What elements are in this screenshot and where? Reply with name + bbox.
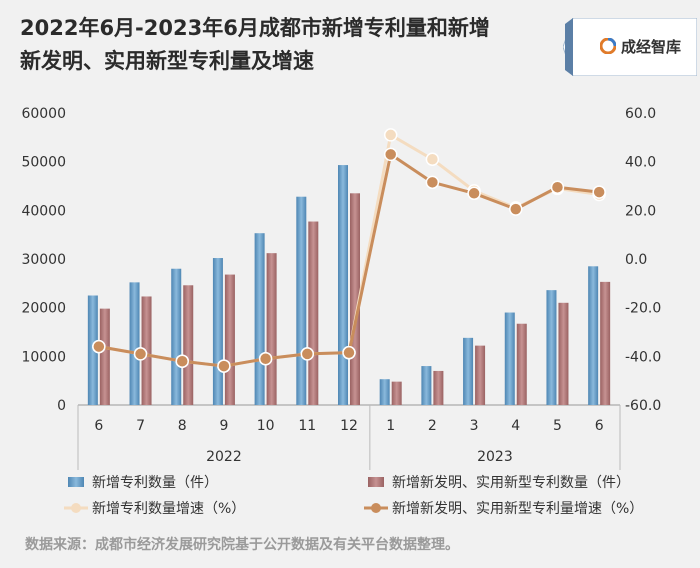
logo-badge — [563, 18, 697, 76]
left-axis-tick-label: 20000 — [21, 301, 66, 317]
bar-new-patents — [87, 295, 98, 405]
point-new-invention-utility-growth — [133, 347, 148, 361]
right-axis-tick-label: 20.0 — [625, 203, 656, 219]
right-axis-tick-label: 40.0 — [625, 155, 656, 171]
bar-new-invention-utility — [391, 381, 402, 405]
chart-title: 2022年6月-2023年6月成都市新增专利量和新增 新发明、实用新型专利量及增… — [20, 12, 560, 78]
left-axis-tick-label: 40000 — [21, 203, 66, 219]
point-new-invention-utility-growth — [342, 345, 356, 360]
left-axis-tick-label: 30000 — [21, 252, 66, 268]
legend-new-patents-growth-marker — [71, 503, 81, 513]
right-axis-tick-label: -20.0 — [625, 301, 661, 317]
bar-new-invention-utility — [183, 285, 194, 405]
left-axis-tick-label: 50000 — [21, 155, 66, 171]
logo-text: 成经智库 — [621, 38, 682, 56]
x-tick-label: 8 — [178, 418, 187, 434]
legend-new-patents-swatch — [68, 477, 84, 487]
x-tick-label: 10 — [257, 418, 275, 434]
bar-new-invention-utility — [141, 296, 152, 405]
bar-new-invention-utility — [266, 253, 277, 405]
x-tick-label: 11 — [298, 418, 316, 434]
x-tick-label: 9 — [219, 418, 228, 434]
bar-new-invention-utility — [600, 281, 611, 405]
bar-new-patents — [463, 337, 474, 405]
legend-new-invention-utility-growth-label: 新增新发明、实用新型专利量增速（%） — [392, 501, 643, 517]
logo-icon — [600, 38, 616, 54]
right-axis-tick-label: 60.0 — [625, 106, 656, 122]
bar-new-patents — [212, 258, 223, 405]
x-tick-label: 12 — [340, 418, 358, 434]
x-tick-label: 4 — [511, 418, 520, 434]
x-tick-label: 5 — [553, 418, 562, 434]
x-tick-label: 6 — [595, 418, 604, 434]
legend-new-patents-growth-label: 新增专利数量增速（%） — [92, 501, 245, 517]
bar-new-patents — [129, 282, 140, 405]
bar-new-patents — [504, 312, 515, 405]
point-new-invention-utility-growth — [175, 354, 189, 368]
bar-new-invention-utility — [475, 345, 486, 405]
bar-new-patents — [296, 196, 307, 405]
point-new-patents-growth — [383, 128, 398, 142]
legend-new-invention-utility-label: 新增新发明、实用新型专利数量（件） — [392, 475, 630, 491]
x-group-label: 2022 — [206, 449, 242, 465]
bar-new-invention-utility — [350, 193, 360, 405]
x-tick-label: 1 — [386, 418, 395, 434]
legend-new-invention-utility-swatch — [368, 477, 384, 487]
right-axis-tick-label: -40.0 — [625, 349, 661, 365]
data-source-note: 数据来源：成都市经济发展研究院基于公开数据及有关平台数据整理。 — [25, 537, 459, 553]
bar-new-invention-utility — [433, 370, 444, 405]
bar-new-invention-utility — [224, 274, 235, 405]
point-new-invention-utility-growth — [509, 202, 523, 216]
left-axis-tick-label: 0 — [57, 398, 66, 414]
bar-new-patents — [421, 366, 432, 405]
bar-new-patents — [254, 233, 265, 405]
point-new-invention-utility-growth — [592, 185, 606, 199]
x-tick-label: 3 — [470, 418, 479, 434]
point-new-invention-utility-growth — [92, 339, 106, 354]
point-new-invention-utility-growth — [217, 359, 231, 373]
x-group-label: 2023 — [477, 449, 513, 465]
bar-new-patents — [171, 268, 182, 405]
legend-new-patents-label: 新增专利数量（件） — [92, 475, 218, 491]
title-line-2: 新发明、实用新型专利量及增速 — [20, 49, 314, 73]
point-new-patents-growth — [425, 152, 440, 166]
title-line-1: 2022年6月-2023年6月成都市新增专利量和新增 — [20, 16, 490, 40]
bar-new-invention-utility — [558, 302, 569, 405]
point-new-invention-utility-growth — [258, 352, 273, 366]
left-axis-tick-label: 60000 — [21, 106, 66, 122]
bar-new-patents — [588, 266, 599, 405]
point-new-invention-utility-growth — [467, 186, 481, 201]
right-axis-tick-label: 0.0 — [625, 252, 647, 268]
left-axis-tick-label: 10000 — [21, 349, 66, 365]
point-new-invention-utility-growth — [300, 347, 315, 361]
point-new-invention-utility-growth — [425, 175, 440, 190]
bar-new-invention-utility — [308, 221, 319, 405]
bar-new-invention-utility — [99, 308, 110, 405]
bar-new-patents — [338, 165, 348, 405]
bar-new-patents — [379, 379, 390, 405]
point-new-invention-utility-growth — [550, 180, 565, 194]
x-tick-label: 7 — [136, 418, 145, 434]
right-axis-tick-label: -60.0 — [625, 398, 661, 414]
x-tick-label: 6 — [94, 418, 103, 434]
legend-new-invention-utility-growth-marker — [371, 503, 381, 513]
bar-new-patents — [546, 290, 557, 405]
point-new-invention-utility-growth — [383, 147, 398, 162]
bar-new-invention-utility — [516, 323, 527, 405]
x-tick-label: 2 — [428, 418, 437, 434]
